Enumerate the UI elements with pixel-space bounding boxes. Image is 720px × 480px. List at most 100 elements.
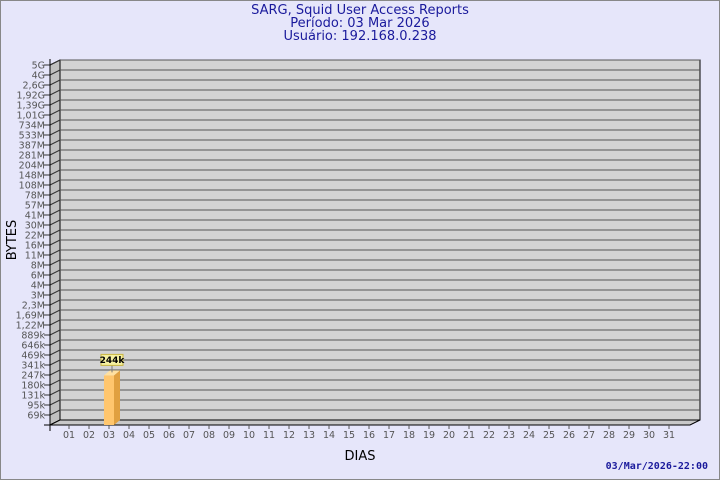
- y-tick-label: 11M: [25, 251, 45, 262]
- y-tick-label: 8M: [31, 261, 45, 272]
- chart-period: Período: 03 Mar 2026: [290, 16, 430, 31]
- y-tick-label: 1,22M: [16, 321, 45, 332]
- gridline-side: [49, 349, 61, 356]
- gridline-side: [49, 99, 61, 106]
- y-tick-label: 16M: [25, 241, 45, 252]
- gridline-side: [49, 319, 61, 326]
- x-tick-label: 04: [123, 430, 135, 441]
- bar-data-label: 244k: [100, 356, 126, 366]
- gridline-side: [49, 79, 61, 86]
- bar-side: [114, 370, 120, 425]
- gridline-side: [49, 189, 61, 196]
- x-tick-label: 15: [343, 430, 355, 441]
- y-tick-label: 4G: [32, 71, 45, 82]
- x-axis-label: DIAS: [345, 449, 376, 464]
- x-tick-label: 09: [223, 430, 235, 441]
- y-tick-label: 108M: [19, 181, 45, 192]
- gridline-side: [49, 179, 61, 186]
- x-tick-label: 20: [443, 430, 455, 441]
- gridline-side: [49, 209, 61, 216]
- gridline-side: [49, 149, 61, 156]
- y-tick-label: 57M: [25, 201, 45, 212]
- y-tick-label: 131k: [21, 391, 45, 402]
- timestamp: 03/Mar/2026-22:00: [605, 461, 708, 472]
- y-tick-label: 2,3M: [22, 301, 45, 312]
- gridline-side: [49, 299, 61, 306]
- gridline-side: [49, 359, 61, 366]
- gridline-side: [49, 389, 61, 396]
- x-tick-label: 24: [523, 430, 535, 441]
- x-tick-label: 07: [183, 430, 195, 441]
- gridline-side: [49, 409, 61, 416]
- x-tick-label: 22: [483, 430, 495, 441]
- y-tick-label: 3M: [31, 291, 45, 302]
- gridline-side: [49, 329, 61, 336]
- x-tick-label: 19: [423, 430, 435, 441]
- gridline-side: [49, 379, 61, 386]
- gridline-side: [49, 109, 61, 116]
- gridline-side: [49, 239, 61, 246]
- gridline-side: [49, 69, 61, 76]
- x-tick-label: 23: [503, 430, 515, 441]
- chart-user: Usuário: 192.168.0.238: [283, 29, 437, 44]
- x-tick-label: 05: [143, 430, 155, 441]
- y-tick-label: 2,6G: [23, 81, 45, 92]
- y-tick-label: 30M: [25, 221, 45, 232]
- x-tick-label: 18: [403, 430, 415, 441]
- gridline-side: [49, 269, 61, 276]
- x-tick-label: 10: [243, 430, 255, 441]
- x-tick-label: 08: [203, 430, 215, 441]
- x-tick-label: 26: [563, 430, 575, 441]
- y-tick-label: 148M: [19, 171, 45, 182]
- gridline-side: [49, 159, 61, 166]
- gridline-side: [49, 139, 61, 146]
- chart-title: SARG, Squid User Access Reports: [251, 3, 469, 18]
- y-tick-label: 5G: [32, 61, 45, 72]
- x-tick-label: 28: [603, 430, 615, 441]
- x-tick-label: 12: [283, 430, 295, 441]
- y-tick-label: 387M: [19, 141, 45, 152]
- y-tick-label: 281M: [19, 151, 45, 162]
- gridline-side: [49, 399, 61, 406]
- bar-top: [104, 370, 120, 376]
- x-tick-label: 02: [83, 430, 95, 441]
- y-tick-label: 69k: [27, 411, 45, 422]
- y-tick-label: 180k: [21, 381, 45, 392]
- gridline-side: [49, 119, 61, 126]
- x-tick-label: 03: [103, 430, 115, 441]
- y-tick-label: 341k: [21, 361, 45, 372]
- y-tick-label: 95k: [27, 401, 45, 412]
- gridline-side: [49, 279, 61, 286]
- x-tick-label: 21: [463, 430, 475, 441]
- y-tick-label: 4M: [31, 281, 45, 292]
- y-axis-label: BYTES: [5, 220, 20, 261]
- x-tick-label: 16: [363, 430, 375, 441]
- y-tick-label: 734M: [19, 121, 45, 132]
- y-tick-label: 469k: [21, 351, 45, 362]
- y-tick-label: 1,69M: [16, 311, 45, 322]
- gridline-side: [49, 309, 61, 316]
- x-tick-label: 01: [63, 430, 75, 441]
- gridline-side: [49, 229, 61, 236]
- y-tick-label: 646k: [21, 341, 45, 352]
- y-tick-label: 533M: [19, 131, 45, 142]
- bar-label-box: [100, 353, 124, 366]
- y-tick-label: 204M: [19, 161, 45, 172]
- x-tick-label: 13: [303, 430, 315, 441]
- y-tick-label: 1,39G: [16, 101, 45, 112]
- x-tick-label: 29: [623, 430, 635, 441]
- y-tick-label: 889k: [21, 331, 45, 342]
- gridline-side: [49, 289, 61, 296]
- gridline-side: [49, 369, 61, 376]
- y-tick-label: 247k: [21, 371, 45, 382]
- gridline-side: [49, 259, 61, 266]
- y-tick-label: 1,01G: [16, 111, 45, 122]
- bar-front: [104, 375, 114, 425]
- x-tick-label: 30: [643, 430, 655, 441]
- gridline-side: [49, 219, 61, 226]
- gridline-side: [49, 59, 61, 66]
- gridline-side: [49, 249, 61, 256]
- x-tick-label: 31: [663, 430, 675, 441]
- x-tick-label: 17: [383, 430, 395, 441]
